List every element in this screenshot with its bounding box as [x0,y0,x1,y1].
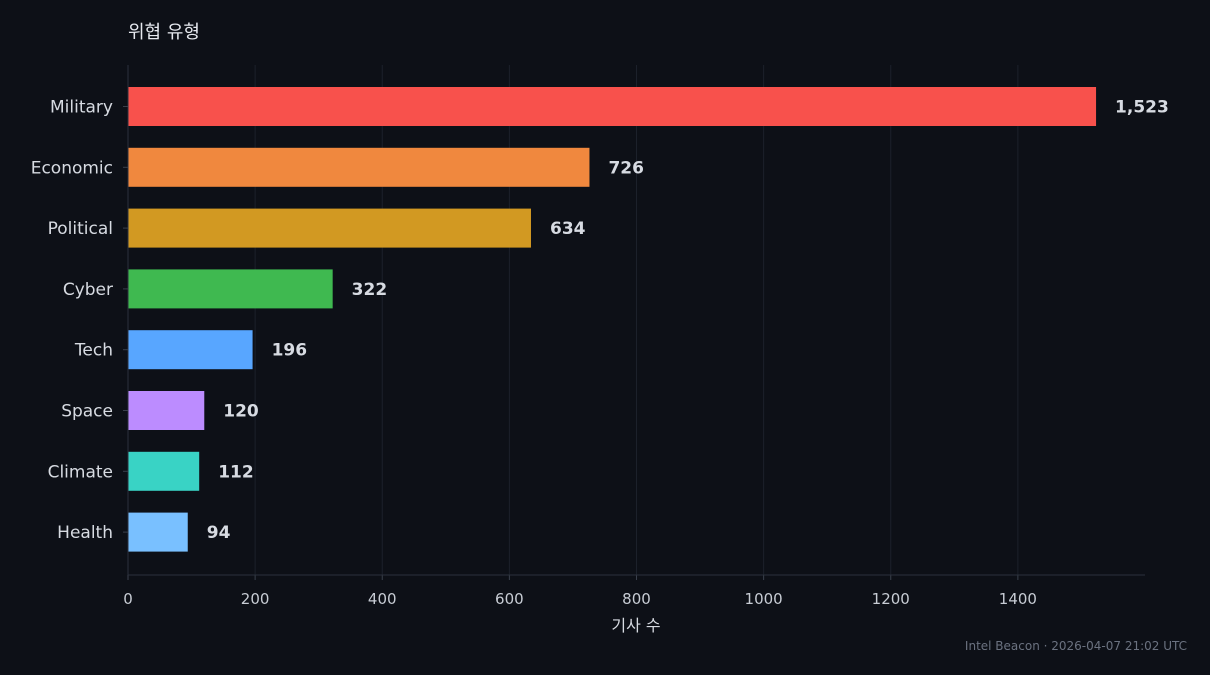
x-tick-label: 600 [495,590,524,608]
x-tick-label: 0 [123,590,133,608]
x-axis-title: 기사 수 [611,616,660,635]
value-label-health: 94 [207,523,231,543]
x-tick-label: 1400 [999,590,1037,608]
axes: 0 200 400 600 800 1000 1200 1400 [123,65,1145,608]
value-label-climate: 112 [218,462,254,482]
value-label-cyber: 322 [352,280,388,300]
bar-economic [128,147,590,187]
category-label-economic: Economic [31,158,113,178]
bar-tech [128,330,253,370]
bars: Military 1,523 Economic 726 Political 634 Cybe… [31,87,1169,552]
category-label-space: Space [61,402,113,422]
footer-credit: Intel Beacon · 2026-04-07 21:02 UTC [965,639,1187,653]
bar-political [128,208,531,248]
chart-title: 위협 유형 [128,22,200,43]
category-label-cyber: Cyber [63,280,113,300]
category-label-political: Political [48,219,113,239]
bar-space [128,391,205,430]
gridlines [254,65,1019,575]
category-label-health: Health [57,523,113,543]
category-label-tech: Tech [74,341,113,361]
x-tick-label: 1200 [872,590,910,608]
category-label-climate: Climate [48,462,113,482]
bar-health [128,512,188,552]
x-tick-label: 1000 [745,590,783,608]
x-tick-label: 200 [241,590,270,608]
x-tick-label: 800 [622,590,651,608]
bar-cyber [128,269,333,309]
value-label-political: 634 [550,219,586,239]
bar-military [128,87,1097,126]
value-label-space: 120 [223,402,259,422]
category-label-military: Military [50,98,113,118]
value-label-economic: 726 [608,158,644,178]
value-label-military: 1,523 [1115,98,1169,118]
x-tick-label: 400 [368,590,397,608]
value-label-tech: 196 [272,341,308,361]
bar-climate [128,451,200,491]
